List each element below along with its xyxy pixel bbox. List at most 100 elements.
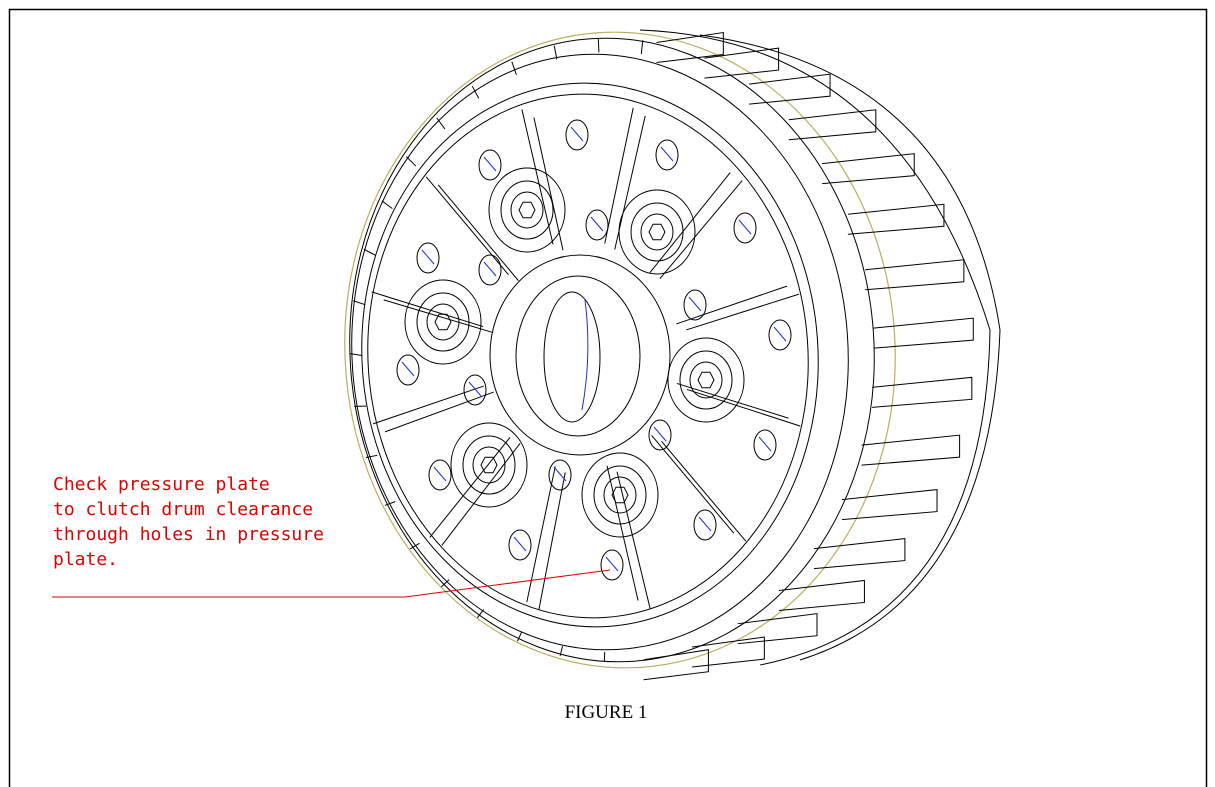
bolt-washer xyxy=(463,436,515,494)
spoke xyxy=(527,466,555,602)
spoke xyxy=(430,437,510,537)
hole-detail xyxy=(422,250,434,264)
hole-detail xyxy=(484,157,496,171)
drum-back-2 xyxy=(700,35,1000,660)
clutch-drawing xyxy=(323,14,1000,687)
hex-socket xyxy=(481,457,497,473)
drum-lug xyxy=(692,637,764,667)
drawing: Check pressure plate to clutch drum clea… xyxy=(0,0,1215,787)
caption: FIGURE 1 xyxy=(565,702,648,723)
drum-lug xyxy=(749,74,830,104)
bore-line xyxy=(582,300,588,410)
bolt-washer xyxy=(417,293,469,351)
spoke xyxy=(677,383,788,418)
bolt-head xyxy=(511,192,543,228)
hole-detail xyxy=(571,127,583,141)
hole xyxy=(509,530,531,560)
outer-ring xyxy=(329,20,895,679)
drum-lug xyxy=(704,48,778,78)
spoke xyxy=(652,435,734,533)
frame xyxy=(10,10,1207,787)
spoke xyxy=(442,443,520,545)
hole xyxy=(549,460,571,490)
spoke xyxy=(650,173,730,273)
drum-lug xyxy=(873,318,973,348)
drum-rim xyxy=(323,14,916,687)
spoke xyxy=(687,389,800,426)
annotation-line: Check pressure plate xyxy=(53,474,270,495)
hole xyxy=(684,290,706,320)
hole xyxy=(734,213,756,243)
hub-inner xyxy=(516,276,640,436)
hole-detail xyxy=(661,147,673,161)
plate-tab xyxy=(353,301,365,305)
plate-tab xyxy=(598,38,599,52)
plate-tab xyxy=(641,40,642,54)
hole-detail xyxy=(402,362,414,376)
hole-detail xyxy=(469,382,481,396)
spoke xyxy=(676,286,787,324)
hex-socket xyxy=(435,314,451,330)
bolt-washer xyxy=(680,351,732,409)
hole-detail xyxy=(484,262,496,276)
drum-lug xyxy=(848,204,944,234)
bolt-head xyxy=(641,214,673,250)
plate-tab xyxy=(364,249,375,255)
hole-detail xyxy=(654,427,666,441)
plate-tab xyxy=(512,62,517,75)
face-ring xyxy=(344,68,837,642)
bore xyxy=(544,292,600,422)
hole xyxy=(479,255,501,285)
hub xyxy=(490,255,670,455)
bolt-washer xyxy=(631,203,683,261)
hole xyxy=(601,550,623,580)
hole xyxy=(429,460,451,490)
spoke xyxy=(660,181,742,279)
drum-lug xyxy=(865,260,964,290)
annotation-line: through holes in pressure xyxy=(53,524,324,545)
hole xyxy=(586,210,608,240)
hole xyxy=(397,355,419,385)
hole xyxy=(754,430,776,460)
drum-lug xyxy=(862,435,960,465)
hole-detail xyxy=(591,217,603,231)
spoke xyxy=(662,441,746,541)
hole-detail xyxy=(689,297,701,311)
hole xyxy=(464,375,486,405)
hex-socket xyxy=(612,487,628,503)
hex-socket xyxy=(519,202,535,218)
hole-detail xyxy=(514,537,526,551)
bolt-head xyxy=(427,304,459,340)
leader-line xyxy=(405,570,610,597)
drum-lug xyxy=(644,650,709,680)
spoke xyxy=(373,386,484,424)
hole-detail xyxy=(699,517,711,531)
spoke xyxy=(686,294,799,330)
spoke xyxy=(539,472,565,610)
hex-socket xyxy=(698,372,714,388)
hole-detail xyxy=(739,220,751,234)
hole xyxy=(769,320,791,350)
bolt-washer xyxy=(594,466,646,524)
plate-tab xyxy=(437,118,445,129)
drum-lug xyxy=(779,580,864,610)
drum-back xyxy=(640,30,990,665)
hole-detail xyxy=(606,557,618,571)
spoke xyxy=(617,472,650,609)
page: Check pressure plate to clutch drum clea… xyxy=(0,0,1215,787)
annotation-line: plate. xyxy=(53,549,118,570)
hole-detail xyxy=(759,437,771,451)
plate-tab xyxy=(382,201,393,209)
spoke xyxy=(438,185,518,281)
bolt-head xyxy=(473,447,505,483)
hole xyxy=(479,150,501,180)
spoke xyxy=(385,392,494,432)
hole-detail xyxy=(774,327,786,341)
annotation-line: to clutch drum clearance xyxy=(53,499,313,520)
hole xyxy=(694,510,716,540)
spoke xyxy=(605,108,633,244)
hex-socket xyxy=(649,224,665,240)
hole xyxy=(417,243,439,273)
hole xyxy=(656,140,678,170)
hole-detail xyxy=(434,467,446,481)
